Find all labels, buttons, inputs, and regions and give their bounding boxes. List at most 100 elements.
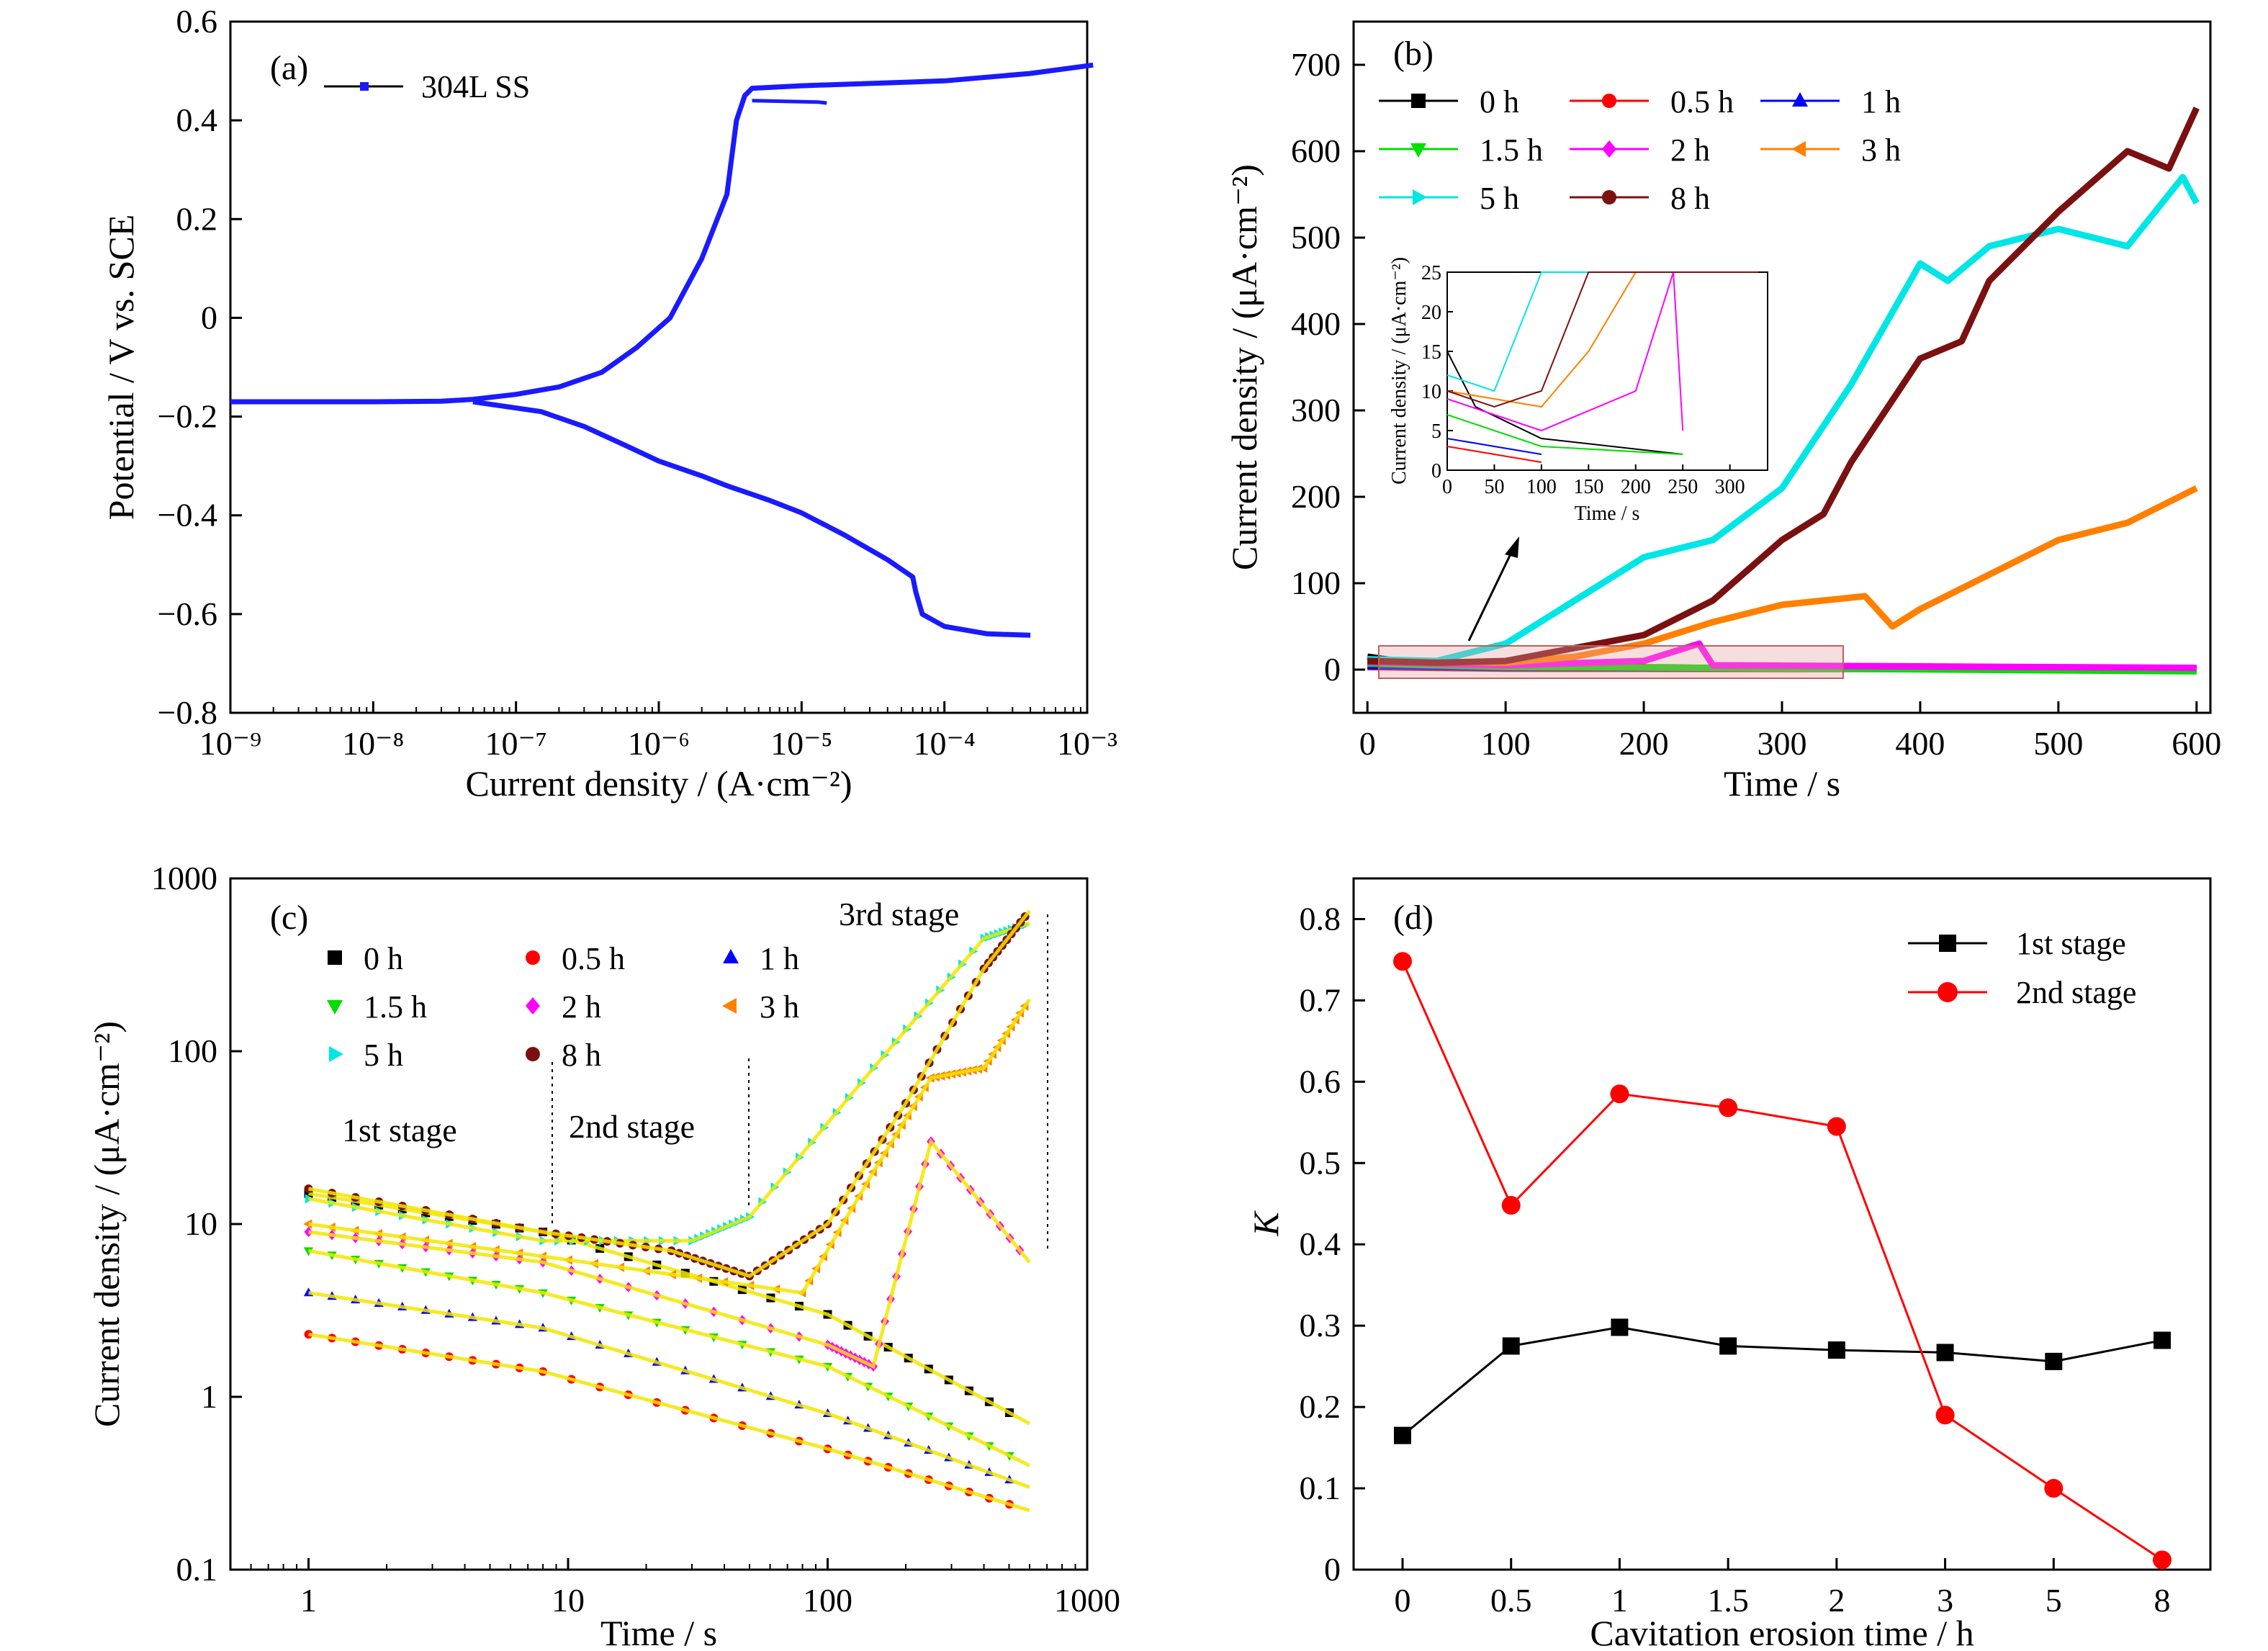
x-tick-label: 10⁻⁷ xyxy=(485,725,547,762)
legend-marker xyxy=(526,950,540,965)
y-tick-label: 0.2 xyxy=(176,200,218,237)
legend-marker xyxy=(1791,141,1806,157)
data-point-1st-stage xyxy=(1394,1426,1411,1444)
inset-series-line xyxy=(1446,414,1683,455)
inset-plot xyxy=(1446,271,1758,463)
legend-marker xyxy=(722,998,737,1014)
x-tick-label: 400 xyxy=(1895,725,1945,762)
x-tick-label: 10⁻⁵ xyxy=(770,725,832,762)
inset-series-line xyxy=(1446,271,1758,408)
y-tick-label: 0.6 xyxy=(176,3,218,40)
legend-label: 1 h xyxy=(1861,84,1901,120)
panel-b-label: (b) xyxy=(1393,35,1434,73)
panel-d-xlabel: Cavitation erosion time / h xyxy=(1590,1613,1974,1651)
panel-d-plot xyxy=(1393,952,2172,1570)
panel-c-xlabel: Time / s xyxy=(600,1613,717,1651)
x-tick-label: 200 xyxy=(1619,725,1669,762)
fit-line xyxy=(308,1291,1030,1489)
annotation-2nd-stage: 2nd stage xyxy=(569,1108,695,1145)
legend-marker xyxy=(328,950,342,965)
panel-a-legend: 304L SS xyxy=(324,69,530,104)
inset-series-line xyxy=(1446,351,1683,455)
inset-y-tick-label: 5 xyxy=(1431,420,1441,443)
inset-y-tick-label: 0 xyxy=(1431,460,1441,482)
legend-label: 5 h xyxy=(364,1038,403,1073)
panel-d-ticks: 0 0.5 1 1.5 2 3 5 8 0 0.1 0.2 0.3 0.4 0.5 0.6 0.7 0.8 xyxy=(1300,900,2171,1619)
data-point-1st-stage xyxy=(1611,1318,1629,1336)
inset-y-tick-label: 20 xyxy=(1421,302,1441,324)
x-tick-label: 10⁻⁴ xyxy=(914,725,976,762)
x-tick-label: 500 xyxy=(2033,725,2083,762)
legend-marker xyxy=(526,1047,540,1061)
series-line xyxy=(1402,1326,2163,1436)
y-tick-label: 0 xyxy=(1324,1551,1341,1588)
x-tick-label: 10⁻⁶ xyxy=(628,725,690,762)
x-tick-label: 2 xyxy=(1828,1582,1845,1619)
inset-x-tick-label: 250 xyxy=(1668,476,1698,498)
legend-marker xyxy=(1411,94,1426,108)
inset-x-tick-label: 300 xyxy=(1715,476,1745,498)
data-point-1st-stage xyxy=(1827,1341,1845,1359)
legend-marker xyxy=(1602,190,1616,204)
y-tick-label: 400 xyxy=(1291,305,1341,342)
x-tick-label: 0 xyxy=(1395,1582,1411,1619)
y-tick-label: −0.2 xyxy=(158,398,217,435)
y-tick-label: 0 xyxy=(201,299,217,336)
series-line-3-h xyxy=(1367,485,2198,666)
panel-b-plot xyxy=(1367,107,2200,675)
y-tick-label: 300 xyxy=(1291,392,1341,428)
data-point-2nd-stage xyxy=(1827,1117,1846,1136)
panel-b-inset: 0 50 100 150 200 250 300 0 5 10 15 20 25 Time / s Cu… xyxy=(1388,257,1768,525)
fit-line xyxy=(308,1138,1031,1369)
legend-label: 0.5 h xyxy=(1670,84,1734,120)
panel-c: 1 10 100 1000 0.1 1 10 100 1000 (c) Time / s Cur… xyxy=(86,860,1120,1651)
legend-marker xyxy=(723,949,739,963)
inset-y-tick-label: 15 xyxy=(1421,341,1441,364)
legend-marker xyxy=(1792,92,1808,107)
legend-label: 1.5 h xyxy=(1480,132,1543,168)
fit-line xyxy=(308,1332,1030,1513)
inset-ylabel: Current density / (μA·cm⁻²) xyxy=(1388,257,1410,485)
data-point-2nd-stage xyxy=(2044,1479,2064,1498)
legend-label: 1 h xyxy=(760,941,799,976)
data-point-1st-stage xyxy=(1502,1337,1520,1355)
y-tick-label: 600 xyxy=(1291,132,1341,169)
series-line-8-h xyxy=(1367,107,2200,666)
panel-c-plot xyxy=(303,909,1032,1513)
panel-b-legend: 0 h 0.5 h 1 h 1.5 h 2 h 3 h 5 h 8 h xyxy=(1379,84,1901,216)
y-tick-label: 1 xyxy=(201,1378,217,1415)
y-tick-label: 0.1 xyxy=(1300,1470,1341,1506)
legend-marker-304l xyxy=(360,82,369,91)
y-tick-label: −0.6 xyxy=(158,595,217,632)
legend-label: 8 h xyxy=(1670,181,1710,216)
zoom-region-box xyxy=(1378,645,1844,679)
legend-label: 5 h xyxy=(1480,181,1519,216)
y-tick-label: 0.3 xyxy=(1300,1307,1341,1344)
data-point-2nd-stage xyxy=(1501,1196,1521,1215)
legend-label: 0 h xyxy=(364,941,403,976)
fit-line xyxy=(308,1249,1031,1467)
inset-series-line xyxy=(1446,446,1542,463)
fit-line xyxy=(308,921,1030,1243)
legend-marker xyxy=(329,1046,343,1062)
x-tick-label: 300 xyxy=(1758,725,1807,762)
inset-series-line xyxy=(1446,271,1684,432)
legend-label: 2 h xyxy=(562,989,601,1025)
panel-b-ticks: 0 100 200 300 400 500 600010020030040050060070… xyxy=(1291,46,2221,762)
legend-label-304l: 304L SS xyxy=(421,69,530,104)
y-tick-label: 200 xyxy=(1291,478,1341,515)
y-tick-label: −0.8 xyxy=(158,694,217,731)
y-tick-label: 700 xyxy=(1291,46,1341,83)
legend-label: 2 h xyxy=(1670,132,1710,168)
panel-a-plot xyxy=(230,62,1094,638)
panel-a-ticks: 10⁻⁹ 10⁻⁸ 10⁻⁷ 10⁻⁶ 10⁻⁵ 10⁻⁴ 10⁻³ 0.6 0.4 0.2 0 −0… xyxy=(158,3,1117,762)
panel-a: 10⁻⁹ 10⁻⁸ 10⁻⁷ 10⁻⁶ 10⁻⁵ 10⁻⁴ 10⁻³ 0.6 0.4 0.2 0 −0… xyxy=(101,3,1117,804)
data-point-2nd-stage xyxy=(1719,1098,1738,1117)
y-tick-label: 0.6 xyxy=(1300,1063,1341,1099)
x-tick-label: 1.5 xyxy=(1707,1582,1749,1619)
y-tick-label: 0.4 xyxy=(1300,1225,1341,1262)
y-tick-label: −0.4 xyxy=(158,497,217,534)
anodic-curve xyxy=(230,62,1094,405)
legend-marker-1st-stage xyxy=(1939,935,1956,952)
panel-d-legend: 1st stage 2nd stage xyxy=(1908,926,2136,1010)
